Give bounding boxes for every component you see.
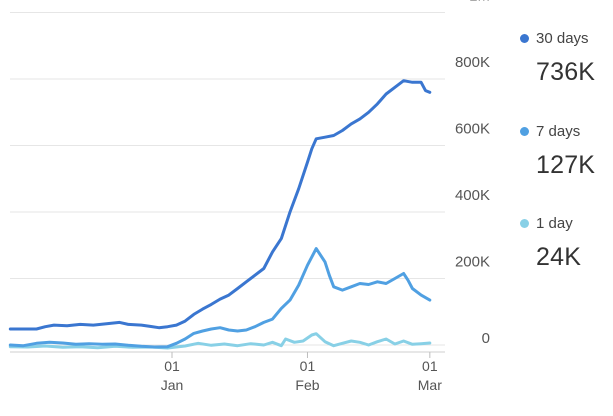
- legend-value: 736K: [536, 58, 596, 86]
- legend-label: 1 day: [536, 215, 573, 232]
- x-tick-label: Jan: [161, 377, 184, 393]
- y-tick-label: 200K: [455, 254, 490, 271]
- x-tick-label: 01: [300, 358, 316, 374]
- legend-item-1-day[interactable]: 1 day 24K: [518, 215, 613, 272]
- series-dot-icon: [520, 127, 529, 136]
- x-tick-label: 01: [164, 358, 180, 374]
- x-tick-label: Feb: [295, 377, 319, 393]
- y-tick-label: 600K: [455, 121, 490, 138]
- legend-label: 7 days: [536, 123, 581, 140]
- legend-value: 24K: [536, 243, 582, 271]
- series-dot-icon: [520, 219, 529, 228]
- legend-value: 127K: [536, 151, 596, 179]
- legend-label: 30 days: [536, 30, 589, 47]
- x-tick-label: 01: [422, 358, 438, 374]
- y-tick-label: 800K: [455, 54, 490, 71]
- legend-item-7-days[interactable]: 7 days 127K: [518, 123, 613, 180]
- x-tick-label: Mar: [418, 377, 442, 393]
- y-tick-label: 1M: [469, 0, 490, 5]
- y-tick-label: 400K: [455, 187, 490, 204]
- series-line-1-day: [8, 332, 432, 350]
- legend-item-30-days[interactable]: 30 days 736K: [518, 30, 613, 87]
- series-dot-icon: [520, 34, 529, 43]
- y-tick-label: 0: [482, 330, 490, 347]
- series-line-30-days: [8, 79, 432, 331]
- series-line-7-days: [8, 247, 432, 349]
